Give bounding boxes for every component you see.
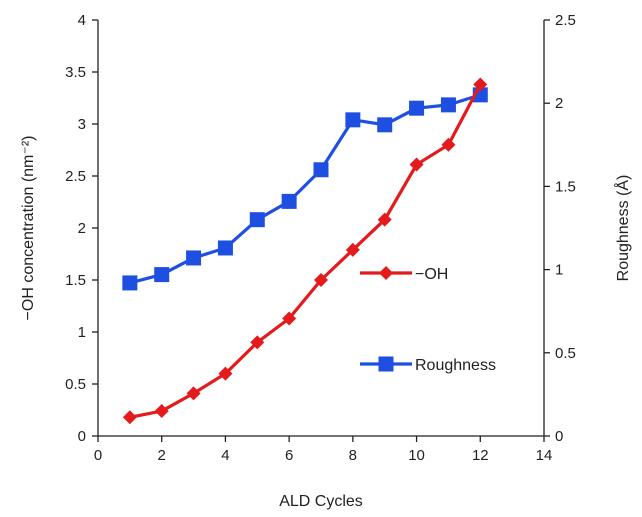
data-point-oh — [282, 311, 297, 326]
data-point-roughness — [186, 250, 202, 266]
y-right-tick-label: 0 — [555, 428, 563, 445]
data-point-roughness — [409, 100, 425, 116]
data-point-oh — [186, 386, 201, 401]
series-layer — [122, 77, 488, 425]
y-left-tick-label: 0.5 — [65, 376, 86, 393]
x-tick-label: 12 — [472, 447, 489, 464]
x-tick-label: 4 — [221, 447, 229, 464]
y-left-tick-label: 4 — [78, 12, 86, 29]
data-point-roughness — [217, 240, 233, 256]
y-left-tick-label: 3.5 — [65, 64, 86, 81]
legend-label-roughness: Roughness — [415, 357, 496, 374]
x-tick-label: 10 — [408, 447, 425, 464]
y-left-tick-label: 2 — [78, 220, 86, 237]
x-tick-label: 0 — [94, 447, 102, 464]
x-axis-title: ALD Cycles — [279, 493, 363, 510]
y-right-tick-label: 1 — [555, 262, 563, 279]
data-point-oh — [122, 410, 137, 425]
series-line-oh — [129, 83, 482, 419]
y-left-tick-label: 2.5 — [65, 168, 86, 185]
y-left-tick-label: 1 — [78, 324, 86, 341]
data-point-roughness — [313, 162, 329, 178]
y-right-tick-label: 2 — [555, 95, 563, 112]
data-point-oh — [441, 137, 456, 152]
y-axis-left-title: −OH concentration (nm⁻²) — [20, 136, 37, 321]
data-point-roughness — [154, 267, 170, 283]
data-point-roughness — [345, 112, 361, 128]
y-right-tick-label: 1.5 — [555, 178, 576, 195]
data-point-oh — [377, 212, 392, 227]
y-left-tick-label: 1.5 — [65, 272, 86, 289]
legend-label-oh: −OH — [415, 266, 448, 283]
x-tick-label: 6 — [285, 447, 293, 464]
data-point-roughness — [249, 212, 265, 228]
series-line-roughness — [129, 93, 481, 285]
data-point-oh — [409, 157, 424, 172]
x-tick-label: 8 — [349, 447, 357, 464]
data-point-roughness — [377, 117, 393, 133]
y-axis-right-title: Roughness (Å) — [613, 175, 632, 282]
y-right-tick-label: 2.5 — [555, 12, 576, 29]
y-left-tick-label: 3 — [78, 116, 86, 133]
data-point-oh — [250, 335, 265, 350]
data-point-oh — [473, 77, 488, 92]
data-point-roughness — [281, 193, 297, 209]
data-point-roughness — [122, 275, 138, 291]
legend-marker-oh — [379, 266, 393, 280]
x-tick-label: 2 — [158, 447, 166, 464]
legend-marker-roughness — [378, 356, 394, 372]
data-point-oh — [154, 404, 169, 419]
y-left-tick-label: 0 — [78, 428, 86, 445]
data-point-roughness — [440, 97, 456, 113]
data-point-oh — [314, 273, 328, 287]
data-point-oh — [218, 366, 233, 381]
data-point-oh — [345, 242, 360, 257]
legend: −OH Roughness — [360, 266, 496, 374]
x-tick-label: 14 — [536, 447, 553, 464]
y-right-tick-label: 0.5 — [555, 345, 576, 362]
